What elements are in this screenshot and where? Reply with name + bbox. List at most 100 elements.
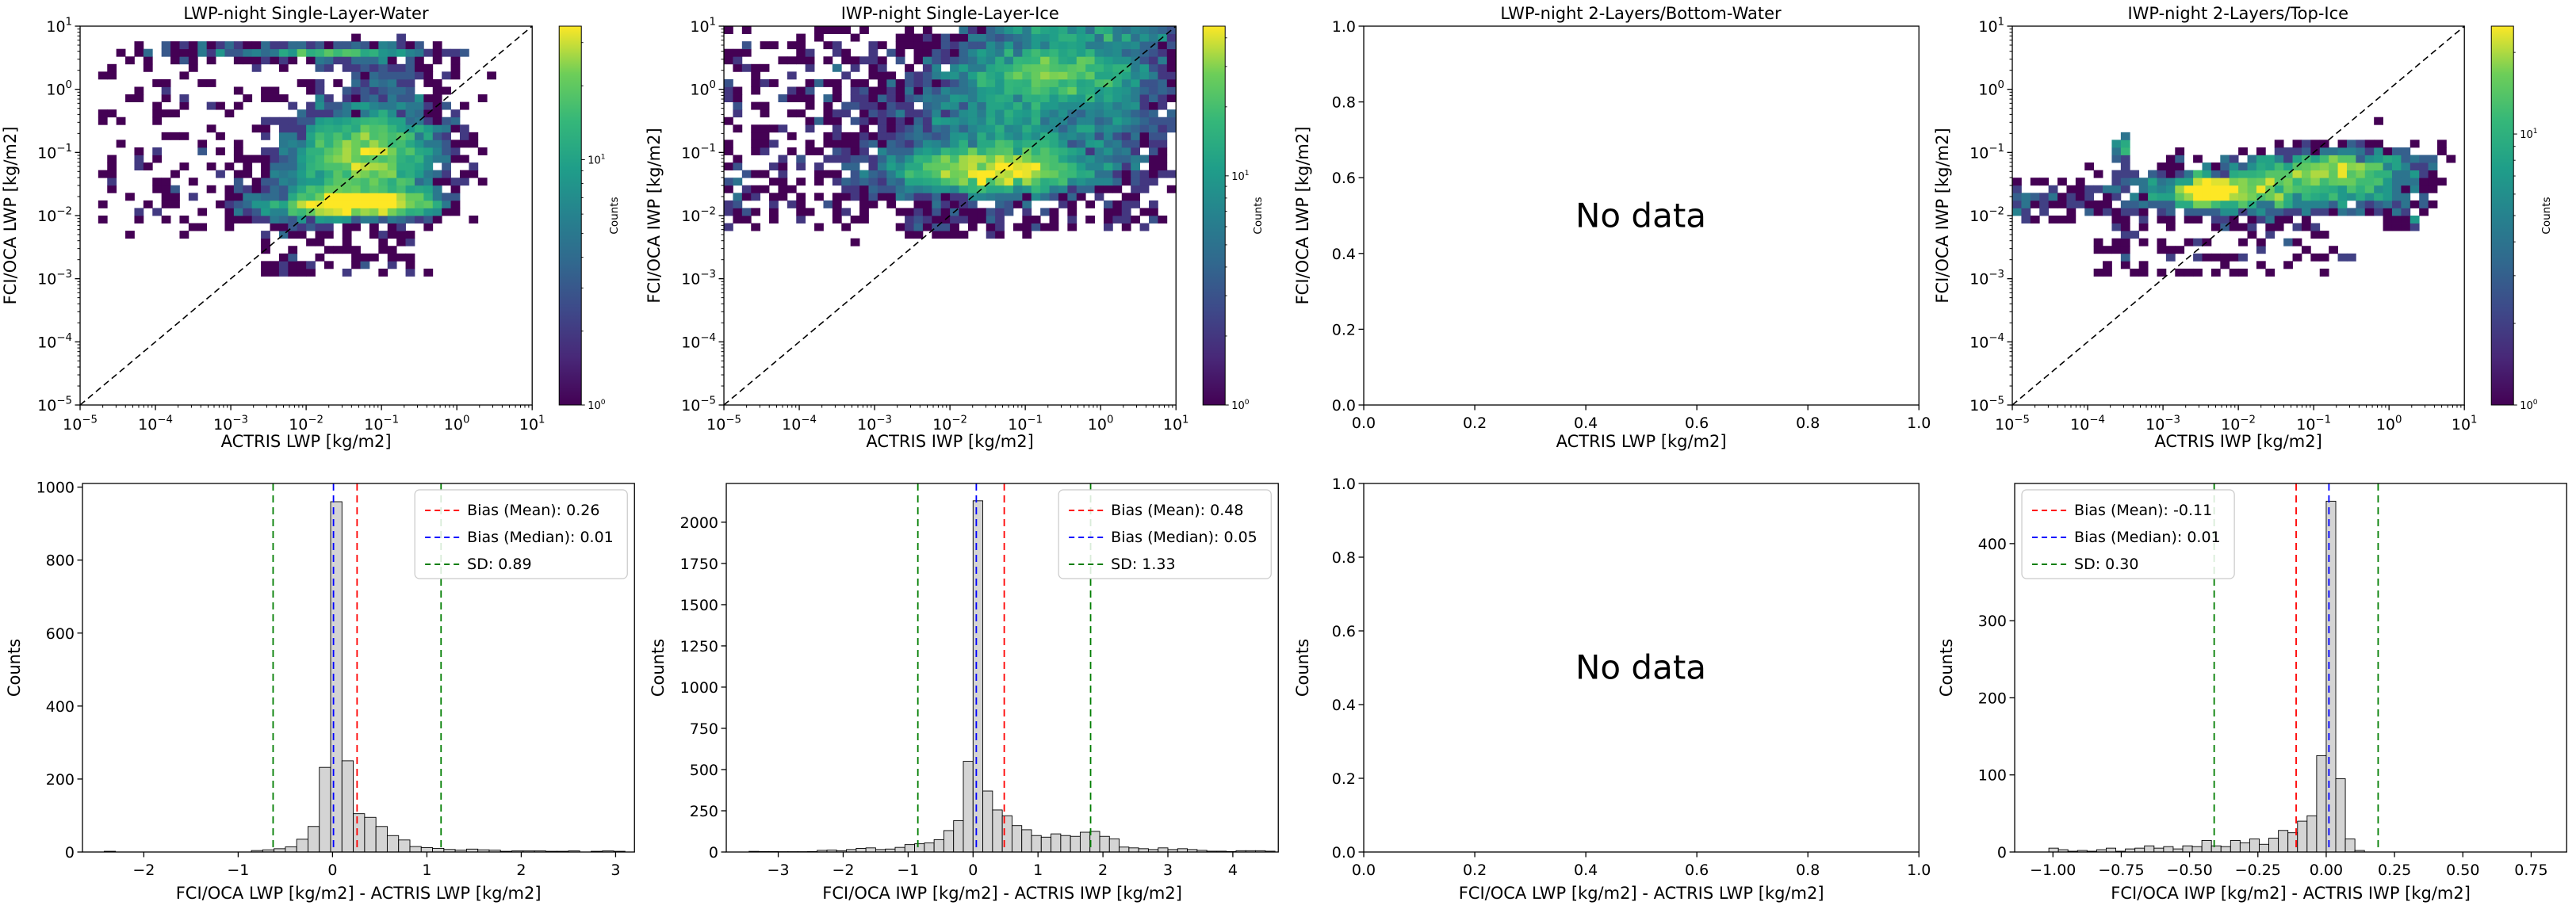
panel-heatmap-iwp-single-layer-ice: 10−5 10−5 10−4 10−4 10−3 10−3 10−2 10−2 10−1 10−1… (644, 0, 1288, 458)
svg-text:0.4: 0.4 (1331, 697, 1355, 714)
svg-text:800: 800 (46, 552, 75, 570)
svg-text:10−2: 10−2 (289, 414, 323, 434)
legend-label: Bias (Mean): 0.26 (467, 502, 599, 519)
hist-iwp-top-ice-chart: −1.00 −0.75 −0.50 −0.25 0.00 0.25 0.50 0.75 0 100… (1937, 483, 2567, 903)
svg-text:0.6: 0.6 (1685, 415, 1709, 432)
svg-text:10−2: 10−2 (2221, 414, 2256, 434)
svg-text:600: 600 (46, 625, 75, 643)
svg-text:−0.75: −0.75 (2098, 862, 2144, 879)
svg-text:500: 500 (690, 762, 718, 779)
heatmap-iwp-top-ice-chart: 10−510−5 10−4 10−4 10−3 10−3 10−2 10−2 10−1 10−1… (1933, 16, 2553, 451)
svg-text:101: 101 (2452, 414, 2478, 434)
svg-text:100: 100 (588, 399, 606, 412)
svg-text:10−4: 10−4 (681, 332, 716, 352)
svg-text:101: 101 (588, 154, 605, 167)
svg-text:1000: 1000 (36, 480, 75, 497)
y-axis-label: Counts (649, 639, 668, 697)
svg-text:10−1: 10−1 (364, 414, 399, 434)
svg-text:0.2: 0.2 (1331, 770, 1355, 788)
svg-text:0.75: 0.75 (2514, 862, 2547, 879)
svg-text:−0.25: −0.25 (2234, 862, 2280, 879)
heatmap-cells (2011, 117, 2455, 277)
panel-hist-lwp-single-layer-water: −2 −1 0 1 2 3 0 200 400 600 800 1000 FCI/OCA LWP [kg… (0, 458, 644, 917)
svg-text:100: 100 (1978, 79, 2004, 99)
x-axis-label: FCI/OCA IWP [kg/m2] - ACTRIS IWP [kg/m2] (2111, 884, 2471, 903)
x-axis-label: ACTRIS IWP [kg/m2] (867, 432, 1034, 451)
histogram-bars (748, 500, 1276, 853)
panel-hist-iwp-2layers-top-ice: −1.00 −0.75 −0.50 −0.25 0.00 0.25 0.50 0.75 0 100… (1932, 458, 2576, 917)
y-axis-label: FCI/OCA IWP [kg/m2] (645, 128, 664, 303)
svg-text:−1: −1 (227, 862, 249, 879)
svg-text:−0.50: −0.50 (2166, 862, 2212, 879)
svg-text:400: 400 (46, 698, 75, 716)
svg-text:0.25: 0.25 (2378, 862, 2411, 879)
svg-text:100: 100 (1231, 399, 1250, 412)
svg-text:−1: −1 (898, 862, 920, 879)
svg-text:0.8: 0.8 (1796, 862, 1820, 879)
colorbar (2490, 25, 2514, 406)
svg-text:1000: 1000 (680, 679, 718, 697)
x-axis-label: ACTRIS IWP [kg/m2] (2154, 432, 2321, 451)
svg-text:10−3: 10−3 (681, 269, 716, 288)
svg-text:0: 0 (968, 862, 978, 879)
y-axis-label: Counts (5, 639, 24, 697)
nodata-hist-chart: 0.0 0.2 0.4 0.6 0.8 1.0 0.0 0.2 0.4 0.6 0.8 1.0 FCI/… (1293, 476, 1931, 903)
svg-text:2: 2 (516, 862, 526, 879)
identity-line (2011, 25, 2465, 406)
svg-text:250: 250 (690, 803, 718, 820)
legend-label: Bias (Median): 0.05 (1111, 529, 1257, 546)
x-axis-label: FCI/OCA LWP [kg/m2] - ACTRIS LWP [kg/m2] (1458, 884, 1824, 903)
svg-text:0.8: 0.8 (1796, 415, 1820, 432)
svg-text:300: 300 (1978, 613, 2007, 630)
legend-label: Bias (Median): 0.01 (467, 529, 614, 546)
svg-text:0: 0 (709, 844, 718, 862)
svg-text:10−3: 10−3 (2145, 414, 2180, 434)
svg-text:10−4: 10−4 (782, 414, 817, 434)
panel-hist-iwp-single-layer-ice: −3 −2 −1 0 1 2 3 4 0 250 500 750 1000 1250 1500 1750 200… (644, 458, 1288, 917)
svg-text:101: 101 (1163, 414, 1189, 434)
hist-iwp-ice-chart: −3 −2 −1 0 1 2 3 4 0 250 500 750 1000 1250 1500 1750 200… (649, 483, 1280, 903)
legend-label: SD: 1.33 (1111, 556, 1175, 573)
svg-text:10−5: 10−5 (1969, 395, 2004, 415)
svg-text:10−3: 10−3 (213, 414, 248, 434)
svg-text:10−5: 10−5 (1995, 414, 2030, 434)
svg-text:10−2: 10−2 (1969, 205, 2004, 225)
svg-text:1.0: 1.0 (1331, 476, 1355, 493)
svg-text:−2: −2 (132, 862, 155, 879)
colorbar (1202, 25, 1226, 406)
svg-text:0.0: 0.0 (1331, 397, 1355, 415)
nodata-lwp-2layers-chart: 0.0 0.2 0.4 0.6 0.8 1.0 0.0 0.2 0.4 0.6 0.8 1.0 ACTR… (1293, 18, 1931, 451)
svg-text:3: 3 (1163, 862, 1173, 879)
svg-text:10−2: 10−2 (932, 414, 967, 434)
y-axis-label: FCI/OCA IWP [kg/m2] (1933, 128, 1952, 303)
svg-text:1.0: 1.0 (1907, 415, 1931, 432)
svg-text:101: 101 (691, 16, 717, 36)
svg-text:−2: −2 (833, 862, 855, 879)
svg-text:2000: 2000 (680, 514, 718, 532)
svg-text:1250: 1250 (680, 638, 718, 655)
svg-text:10−3: 10−3 (1969, 269, 2004, 288)
legend-label: Bias (Mean): -0.11 (2074, 502, 2212, 519)
svg-text:0.8: 0.8 (1331, 94, 1355, 112)
svg-text:10−3: 10−3 (857, 414, 892, 434)
svg-text:0.2: 0.2 (1462, 415, 1486, 432)
svg-text:0.6: 0.6 (1331, 170, 1355, 187)
y-axis-label: FCI/OCA LWP [kg/m2] (1293, 127, 1312, 305)
panel-nodata-hist-lwp-2layers: 0.0 0.2 0.4 0.6 0.8 1.0 0.0 0.2 0.4 0.6 0.8 1.0 FCI/… (1288, 458, 1932, 917)
svg-text:0.4: 0.4 (1331, 246, 1355, 263)
panel-heatmap-lwp-single-layer-water: 10−5 10−5 10−4 10−4 10−3 10−3 10−2 10−2 10−1 10−1… (0, 0, 644, 458)
heatmap-lwp-water-chart: 10−510−5 10−4 10−4 10−3 10−3 10−2 10−2 10−1 10−1… (1, 16, 621, 451)
y-axis-label: Counts (1937, 639, 1956, 697)
svg-text:200: 200 (1978, 690, 2007, 707)
svg-text:100: 100 (444, 414, 470, 434)
svg-text:101: 101 (1978, 16, 2004, 36)
y-axis-label: Counts (1293, 639, 1312, 697)
svg-text:101: 101 (519, 414, 545, 434)
legend-label: Bias (Mean): 0.48 (1111, 502, 1243, 519)
svg-text:10−5: 10−5 (37, 395, 72, 415)
legend-label: SD: 0.89 (467, 556, 531, 573)
svg-text:100: 100 (2376, 414, 2402, 434)
svg-text:10−4: 10−4 (37, 332, 72, 352)
hist-lwp-water-chart: −2 −1 0 1 2 3 0 200 400 600 800 1000 FCI/OCA LWP [kg… (5, 480, 635, 903)
